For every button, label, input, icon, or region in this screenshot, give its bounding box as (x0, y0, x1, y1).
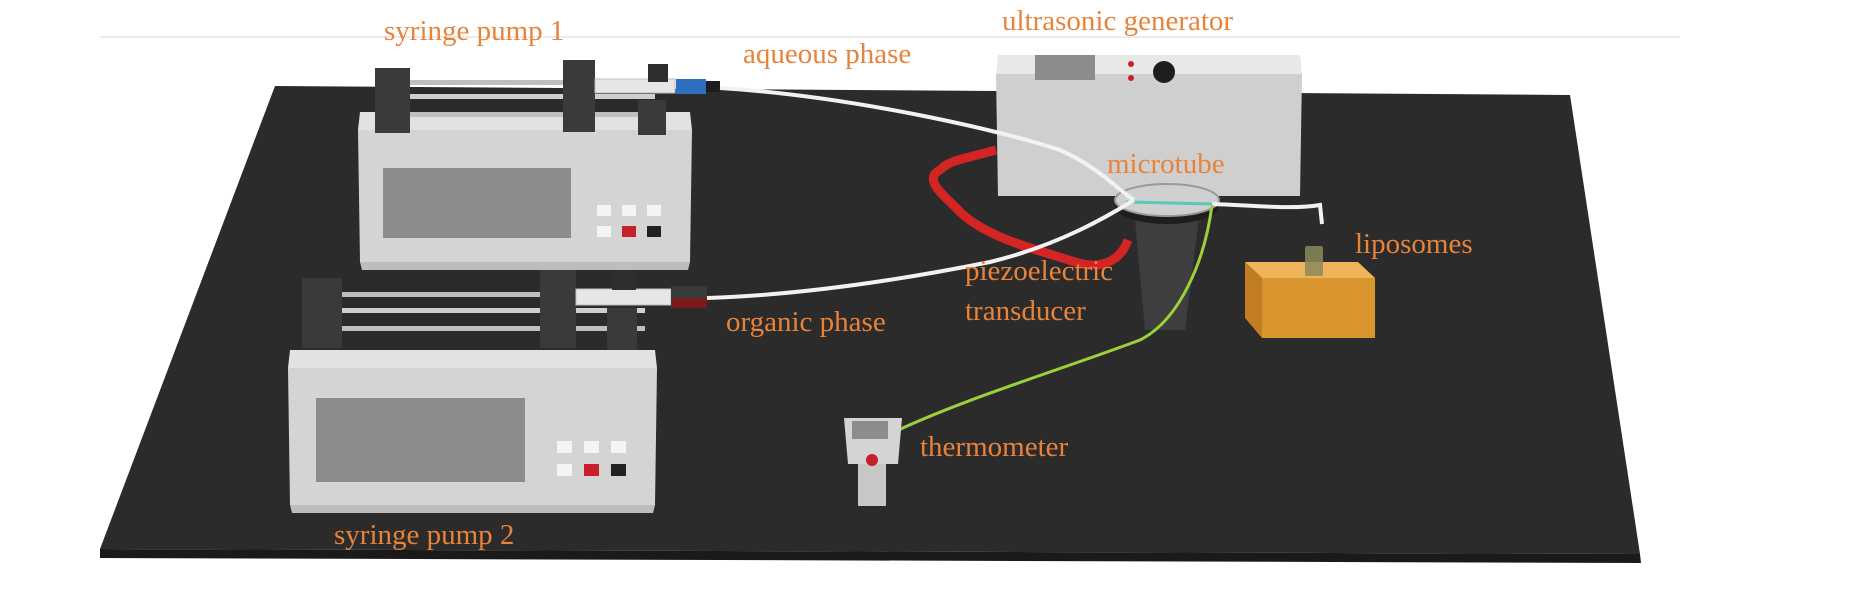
pump1-syringe (594, 78, 676, 94)
pump1-pusher-block (563, 60, 595, 132)
aqueous-tubing (719, 86, 1136, 202)
pump1-back-clamp (375, 68, 410, 133)
liposome-collection-block (1245, 246, 1375, 338)
ultrasonic-generator (996, 55, 1302, 196)
thermometer-device (844, 418, 902, 506)
label-microtube: microtube (1107, 148, 1225, 180)
pump2-back-clamp (302, 278, 342, 348)
outlet-tubing (1211, 202, 1324, 225)
pump1-buttons (597, 205, 661, 237)
pump2-front-clamp (607, 308, 637, 350)
pump1-screen (383, 168, 571, 238)
table-edge (100, 549, 1641, 563)
thermometer-screen (852, 421, 888, 439)
label-piezoelectric: piezoelectric (965, 255, 1114, 287)
pump1-front-clamp (638, 100, 666, 135)
pump2-screen (316, 398, 525, 482)
syringe-pump-1 (358, 60, 720, 270)
pump2-buttons (557, 441, 626, 476)
piezoelectric-transducer (1114, 183, 1220, 330)
label-thermometer: thermometer (920, 431, 1069, 463)
syringe-pump-2 (288, 270, 707, 513)
label-organic-phase: organic phase (726, 306, 886, 338)
organic-tubing (706, 198, 1136, 300)
pump1-connector (676, 79, 706, 94)
transducer-cable (928, 145, 1133, 270)
microtube-segment (1125, 200, 1213, 206)
label-syringe-pump-1: syringe pump 1 (384, 15, 565, 47)
collection-vial (1305, 246, 1323, 276)
pump2-pusher-block (540, 270, 576, 348)
label-ultrasonic-generator: ultrasonic generator (1002, 5, 1234, 37)
generator-knob (1153, 61, 1175, 83)
label-transducer: transducer (965, 295, 1086, 327)
generator-screen (1035, 55, 1095, 80)
pump2-syringe (575, 288, 672, 306)
label-syringe-pump-2: syringe pump 2 (334, 519, 515, 551)
label-liposomes: liposomes (1355, 228, 1473, 260)
label-aqueous-phase: aqueous phase (743, 38, 912, 70)
thermometer-wire (889, 204, 1214, 436)
